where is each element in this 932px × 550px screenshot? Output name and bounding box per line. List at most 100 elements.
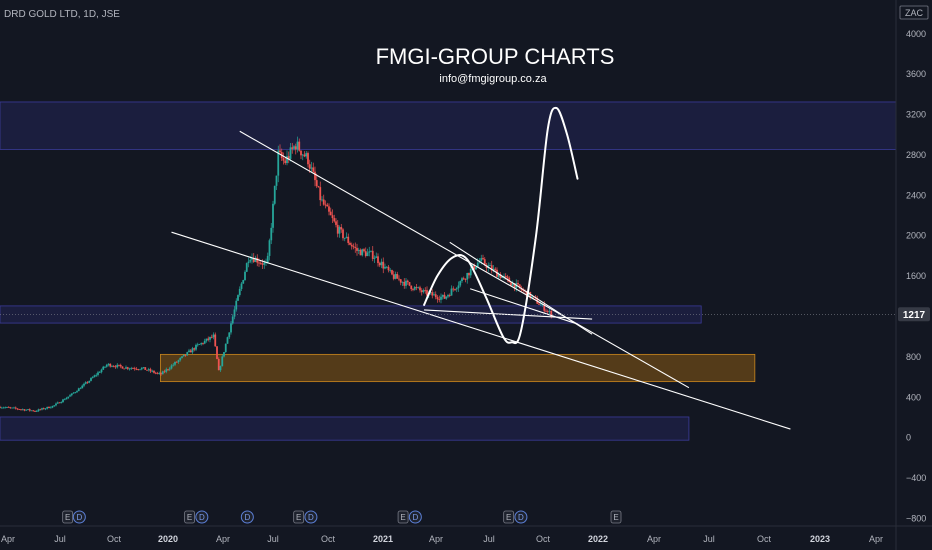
candle [116, 364, 119, 368]
candle [272, 203, 274, 228]
candle [23, 409, 26, 411]
candle [482, 258, 484, 260]
candle [179, 357, 182, 361]
candle [466, 272, 469, 280]
candle [105, 364, 108, 367]
candle [410, 285, 413, 290]
candle [352, 246, 355, 248]
event-label: D [76, 513, 82, 522]
dividend-event-icon[interactable] [240, 510, 254, 524]
candle [392, 274, 395, 279]
candle [412, 289, 414, 290]
candle [461, 278, 463, 282]
candle [256, 257, 259, 263]
candle [522, 290, 525, 291]
time-tick-label: Oct [107, 534, 122, 544]
dividend-event-icon[interactable] [514, 510, 528, 524]
zone-resistance[interactable] [0, 101, 897, 150]
candle [531, 296, 533, 299]
candle [28, 409, 31, 411]
candle [114, 366, 117, 368]
candle [41, 408, 43, 410]
candle [349, 242, 351, 245]
trendline-4[interactable] [449, 241, 593, 335]
trendline-1[interactable] [239, 130, 690, 389]
dividend-event-icon[interactable] [195, 510, 209, 524]
dividend-event-icon[interactable] [408, 510, 422, 524]
price-tick-label: 2800 [906, 150, 926, 160]
candle [391, 270, 393, 275]
candle [261, 263, 264, 265]
zone-lower[interactable] [0, 416, 690, 441]
event-label: E [296, 513, 301, 522]
candle [46, 406, 49, 409]
candle [333, 218, 336, 222]
projection-curve[interactable] [423, 106, 579, 345]
candle [436, 297, 439, 300]
candle [44, 408, 47, 410]
earnings-event-icon[interactable] [184, 510, 195, 524]
candle [254, 257, 257, 262]
candle [336, 224, 339, 234]
candle [326, 204, 329, 207]
candle [77, 388, 80, 392]
candle [142, 367, 145, 368]
candle [149, 369, 152, 372]
candle [251, 257, 253, 260]
candle [301, 154, 304, 156]
candle [384, 266, 386, 269]
candle [156, 372, 159, 374]
candle [153, 370, 155, 373]
time-tick-label: 2022 [588, 534, 608, 544]
candle [457, 285, 460, 289]
candle [350, 244, 353, 247]
candle [200, 343, 203, 345]
earnings-event-icon[interactable] [62, 510, 74, 524]
earnings-event-icon[interactable] [293, 510, 305, 524]
event-label: D [199, 513, 205, 522]
time-tick-label: 2023 [810, 534, 830, 544]
earnings-event-icon[interactable] [503, 510, 515, 524]
candle [273, 185, 276, 204]
price-axis[interactable]: 400036003200280024002000160012008004000−… [906, 29, 926, 524]
earnings-event-icon[interactable] [610, 510, 622, 524]
price-tick-label: 4000 [906, 29, 926, 39]
candle [67, 396, 70, 398]
candle [7, 407, 10, 408]
candle [406, 280, 409, 283]
candle [324, 204, 327, 206]
trendline-3[interactable] [424, 309, 593, 320]
candle [121, 366, 124, 369]
candle [128, 368, 131, 370]
candle [303, 154, 306, 157]
projection-layer [423, 106, 579, 345]
candle [219, 366, 222, 371]
candle [135, 368, 138, 370]
earnings-event-icon[interactable] [397, 510, 409, 524]
candle [203, 340, 206, 344]
candle [79, 388, 82, 390]
candle [510, 282, 512, 286]
time-axis[interactable]: Apr Jul Oct 2020 Apr Jul Oct 2021 Apr Jul Oct 2022 A… [1, 534, 883, 544]
trendline-5[interactable] [469, 288, 578, 325]
candle [18, 409, 21, 410]
dividend-event-icon[interactable] [72, 510, 86, 524]
candle [126, 367, 129, 369]
zone-support[interactable] [160, 353, 756, 383]
candle [305, 153, 308, 157]
candle [328, 206, 330, 212]
candle [340, 227, 343, 230]
candle [11, 407, 14, 409]
candle [147, 369, 150, 371]
trendline-2[interactable] [171, 231, 791, 430]
candle [32, 410, 35, 412]
candle [345, 236, 348, 238]
dividend-event-icon[interactable] [304, 510, 318, 524]
candle [431, 292, 434, 296]
candle [438, 299, 441, 301]
candle [76, 391, 78, 393]
candle [315, 180, 318, 187]
candle [217, 358, 220, 371]
candle [331, 215, 334, 219]
